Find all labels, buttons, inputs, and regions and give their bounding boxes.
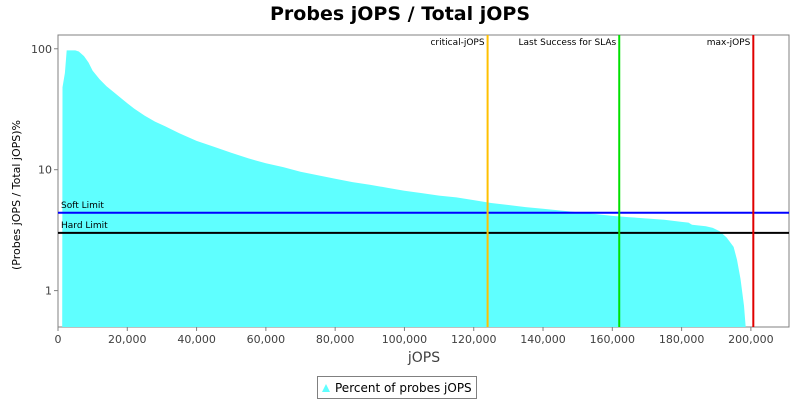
- x-tick-label: 160,000: [590, 333, 636, 346]
- legend: Percent of probes jOPS: [317, 376, 477, 399]
- hline-marker-label: Soft Limit: [61, 201, 104, 211]
- x-tick-label: 120,000: [451, 333, 497, 346]
- x-tick-label: 0: [55, 333, 62, 346]
- marker-group: Soft Limit Hard Limit critical-jOPS Last Su…: [58, 35, 789, 327]
- x-tick-label: 80,000: [316, 333, 355, 346]
- x-tick-label: 140,000: [520, 333, 566, 346]
- series-area: [62, 50, 746, 328]
- x-tick-label: 60,000: [247, 333, 286, 346]
- y-tick-label: 10: [38, 164, 52, 177]
- chart-title: Probes jOPS / Total jOPS: [270, 3, 530, 25]
- x-axis-label: jOPS: [407, 350, 440, 366]
- y-axis-label: (Probes jOPS / Total jOPS)%: [10, 120, 23, 270]
- x-tick-label: 20,000: [108, 333, 147, 346]
- vline-marker-label: Last Success for SLAs: [519, 38, 617, 48]
- y-tick-label: 1: [45, 285, 52, 298]
- legend-swatch-icon: [322, 383, 330, 392]
- vline-marker-label: critical-jOPS: [430, 38, 484, 48]
- vline-marker-label: max-jOPS: [707, 38, 751, 48]
- hline-marker-label: Hard Limit: [61, 221, 108, 231]
- x-tick-label: 40,000: [177, 333, 216, 346]
- x-tick-label: 180,000: [659, 333, 705, 346]
- x-tick-label: 200,000: [728, 333, 774, 346]
- x-tick-label: 100,000: [382, 333, 428, 346]
- tick-group: 0 20,000 40,000 60,000 80,000 100,000 120,000 1…: [31, 43, 774, 346]
- legend-label: Percent of probes jOPS: [335, 380, 472, 395]
- y-tick-label: 100: [31, 43, 52, 56]
